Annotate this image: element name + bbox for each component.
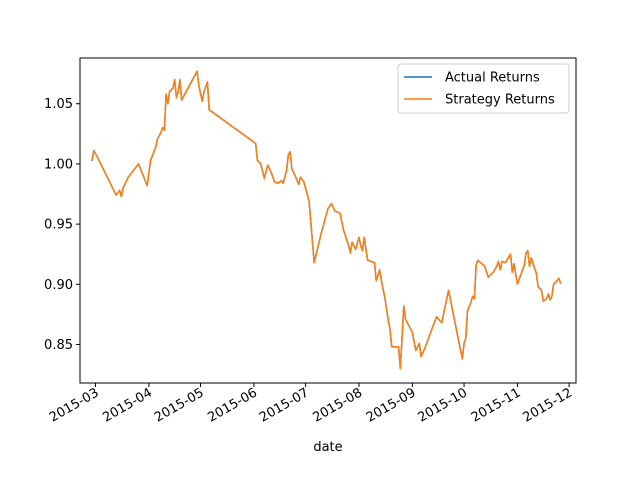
legend: Actual Returns Strategy Returns [397, 63, 570, 114]
legend-label: Strategy Returns [445, 93, 555, 108]
y-tick-label: 0.95 [44, 218, 73, 233]
x-axis-label: date [313, 440, 342, 455]
series-layer [91, 70, 562, 370]
y-tick-label: 1.00 [44, 157, 73, 172]
plot-frame [79, 57, 577, 384]
y-tick-label: 0.85 [44, 338, 73, 353]
series-line-strategy-returns [91, 70, 562, 370]
y-tick-label: 1.05 [44, 97, 73, 112]
legend-box [397, 63, 570, 114]
y-tick-label: 0.90 [44, 278, 73, 293]
legend-label: Actual Returns [445, 71, 540, 86]
